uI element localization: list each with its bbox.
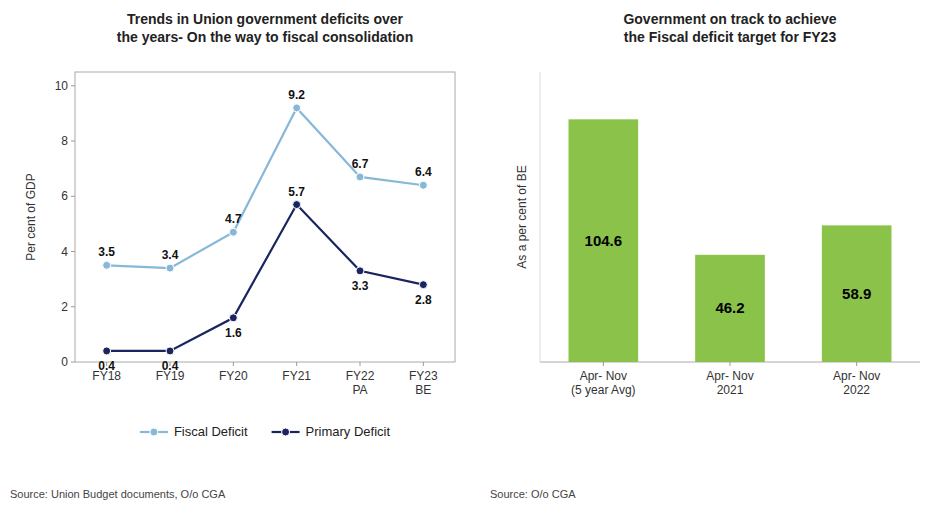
y-tick-label: 2: [61, 300, 68, 314]
y-tick: [71, 251, 75, 252]
series-marker: [166, 347, 174, 355]
x-tick: [423, 362, 424, 366]
plot-frame: [75, 72, 455, 362]
chart-title-line: Trends in Union government deficits over: [127, 11, 404, 27]
data-label: 1.6: [225, 326, 242, 340]
y-axis-label: Per cent of GDP: [24, 173, 38, 260]
legend-item: Primary Deficit: [272, 424, 391, 439]
x-tick-label-line: 2021: [717, 383, 744, 397]
x-tick-label-line: FY20: [219, 369, 248, 383]
x-tick: [856, 362, 857, 366]
x-tick-label-line: FY21: [282, 369, 311, 383]
chart-root: Trends in Union government deficits over…: [0, 0, 940, 509]
panel: Trends in Union government deficits over…: [10, 11, 455, 500]
x-tick-label: FY21: [282, 369, 311, 383]
legend-marker: [282, 428, 290, 436]
x-tick-label: Apr- Nov2021: [706, 369, 753, 397]
x-tick: [730, 362, 731, 366]
y-tick-label: 0: [61, 355, 68, 369]
chart-title-line: Government on track to achieve: [623, 11, 836, 27]
chart-title-line: the Fiscal deficit target for FY23: [624, 29, 837, 45]
data-label: 6.7: [352, 157, 369, 171]
x-tick-label-line: FY22: [346, 369, 375, 383]
series-marker: [356, 173, 364, 181]
y-axis-label: As a per cent of BE: [515, 165, 529, 268]
series-marker: [103, 347, 111, 355]
legend-item: Fiscal Deficit: [140, 424, 248, 439]
x-tick-label-line: PA: [352, 383, 367, 397]
data-label: 46.2: [715, 299, 744, 316]
data-label: 0.4: [98, 359, 115, 373]
y-tick-label: 8: [61, 134, 68, 148]
x-tick-label: Apr- Nov2022: [833, 369, 880, 397]
x-tick-label-line: BE: [415, 383, 431, 397]
x-tick-label-line: Apr- Nov: [833, 369, 880, 383]
y-tick: [71, 306, 75, 307]
x-tick-label: FY23BE: [409, 369, 438, 397]
series-line: [107, 108, 424, 268]
y-tick: [71, 85, 75, 86]
marks: [569, 119, 892, 362]
legend-label: Fiscal Deficit: [174, 424, 248, 439]
series-marker: [293, 104, 301, 112]
bar: [695, 255, 765, 362]
x-tick-label-line: FY23: [409, 369, 438, 383]
source-note: Source: Union Budget documents, O/o CGA: [10, 488, 226, 500]
x-tick-label-line: Apr- Nov: [580, 369, 627, 383]
data-label: 5.7: [288, 185, 305, 199]
series-marker: [166, 264, 174, 272]
data-label: 4.7: [225, 212, 242, 226]
chart-title: Trends in Union government deficits over…: [117, 11, 413, 45]
legend-marker: [150, 428, 158, 436]
x-tick: [233, 362, 234, 366]
series-marker: [229, 314, 237, 322]
series-marker: [356, 267, 364, 275]
x-tick-label: FY20: [219, 369, 248, 383]
series-marker: [293, 201, 301, 209]
x-tick: [360, 362, 361, 366]
x-tick-label-line: (5 year Avg): [571, 383, 635, 397]
marks: [103, 104, 428, 355]
x-tick-label-line: Apr- Nov: [706, 369, 753, 383]
data-label: 3.3: [352, 279, 369, 293]
chart-title-line: the years- On the way to fiscal consolid…: [117, 29, 413, 45]
y-tick: [71, 196, 75, 197]
x-tick: [296, 362, 297, 366]
legend: Fiscal Deficit Primary Deficit: [140, 424, 391, 439]
series-marker: [419, 281, 427, 289]
y-tick-label: 10: [55, 79, 69, 93]
y-axis-line: [540, 72, 541, 362]
panel: Government on track to achieve the Fiscal…: [490, 11, 920, 500]
series-line: [107, 205, 424, 351]
data-label: 3.5: [98, 245, 115, 259]
data-labels: 104.6 46.2 58.9: [585, 232, 872, 317]
data-label: 3.4: [162, 248, 179, 262]
x-tick-label: FY22PA: [346, 369, 375, 397]
data-labels: 3.5 3.4 4.7 9.2 6.7 6.4 0.4 0.4 1.6 5.7 3.3 2.8: [98, 88, 432, 373]
y-tick: [71, 362, 75, 363]
series-marker: [103, 261, 111, 269]
source-note: Source: O/o CGA: [490, 488, 576, 500]
data-label: 6.4: [415, 165, 432, 179]
data-label: 9.2: [288, 88, 305, 102]
data-label: 58.9: [842, 285, 871, 302]
series-marker: [419, 181, 427, 189]
y-tick-label: 6: [61, 189, 68, 203]
x-tick: [603, 362, 604, 366]
bar: [822, 225, 892, 362]
bar: [569, 119, 639, 362]
data-label: 104.6: [585, 232, 623, 249]
legend-label: Primary Deficit: [306, 424, 391, 439]
data-label: 2.8: [415, 293, 432, 307]
x-tick-label: Apr- Nov(5 year Avg): [571, 369, 635, 397]
y-tick: [71, 141, 75, 142]
series-marker: [229, 228, 237, 236]
data-label: 0.4: [162, 359, 179, 373]
y-tick-label: 4: [61, 245, 68, 259]
chart-title: Government on track to achieve the Fiscal…: [623, 11, 836, 45]
x-tick-label-line: 2022: [843, 383, 870, 397]
